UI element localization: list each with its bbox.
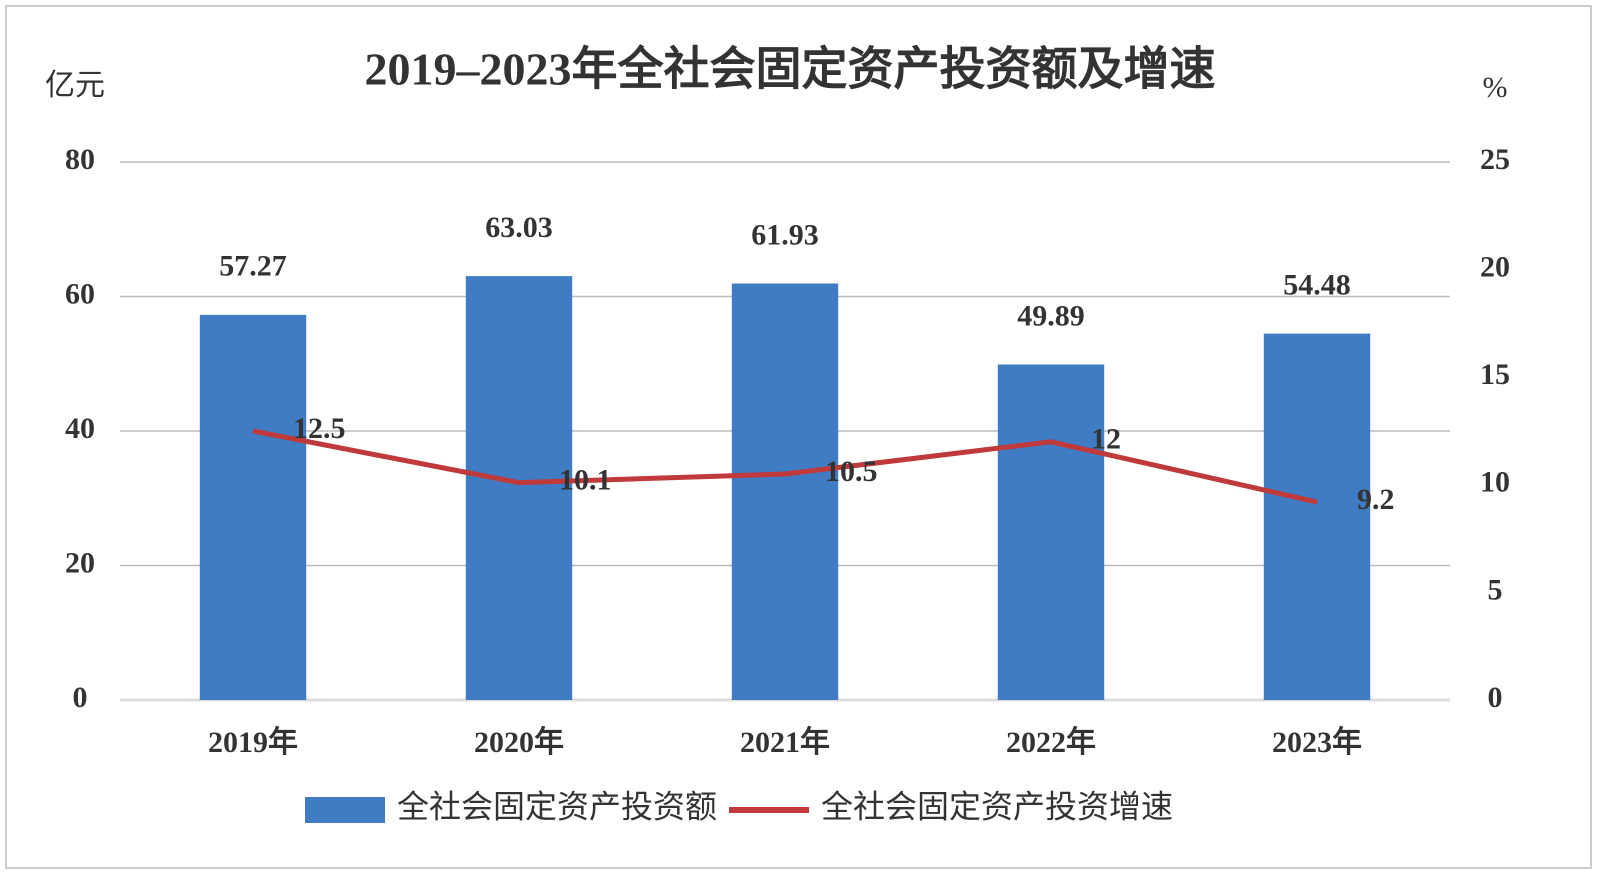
legend-label: 全社会固定资产投资额 bbox=[397, 788, 717, 824]
y2-tick-label: 10 bbox=[1480, 466, 1510, 499]
y2-tick-label: 20 bbox=[1480, 250, 1510, 283]
chart-title: 2019–2023年全社会固定资产投资额及增速 bbox=[365, 44, 1216, 95]
x-tick-label: 2020年 bbox=[474, 726, 564, 759]
line-value-label: 9.2 bbox=[1357, 483, 1395, 516]
y2-tick-label: 0 bbox=[1488, 681, 1503, 714]
bar bbox=[199, 314, 307, 700]
legend-swatch bbox=[305, 797, 385, 823]
y2-tick-label: 25 bbox=[1480, 143, 1510, 176]
legend-label: 全社会固定资产投资增速 bbox=[821, 788, 1173, 824]
bar-value-label: 54.48 bbox=[1283, 269, 1351, 302]
x-tick-label: 2021年 bbox=[740, 726, 830, 759]
bar bbox=[731, 283, 839, 700]
y2-tick-label: 5 bbox=[1488, 573, 1503, 606]
x-tick-label: 2019年 bbox=[208, 726, 298, 759]
bar bbox=[997, 364, 1105, 700]
y-tick-label: 20 bbox=[65, 546, 95, 579]
y2-tick-label: 15 bbox=[1480, 358, 1510, 391]
y-axis-label: 亿元 bbox=[45, 69, 105, 102]
y-tick-label: 40 bbox=[65, 412, 95, 445]
bar-value-label: 57.27 bbox=[219, 250, 287, 283]
x-tick-label: 2023年 bbox=[1272, 726, 1362, 759]
line-value-label: 10.1 bbox=[559, 464, 612, 497]
y-tick-label: 80 bbox=[65, 143, 95, 176]
x-tick-label: 2022年 bbox=[1006, 726, 1096, 759]
y2-axis-label: % bbox=[1483, 71, 1508, 104]
line-value-label: 10.5 bbox=[825, 455, 878, 488]
bar bbox=[465, 276, 573, 700]
bar-value-label: 49.89 bbox=[1017, 299, 1085, 332]
bar-value-label: 63.03 bbox=[485, 211, 553, 244]
y-tick-label: 60 bbox=[65, 277, 95, 310]
line bbox=[252, 428, 1318, 505]
line-value-label: 12 bbox=[1091, 423, 1121, 456]
y-tick-label: 0 bbox=[73, 681, 88, 714]
line-value-label: 12.5 bbox=[293, 412, 346, 445]
bar bbox=[1263, 333, 1371, 700]
bar-value-label: 61.93 bbox=[751, 218, 819, 251]
